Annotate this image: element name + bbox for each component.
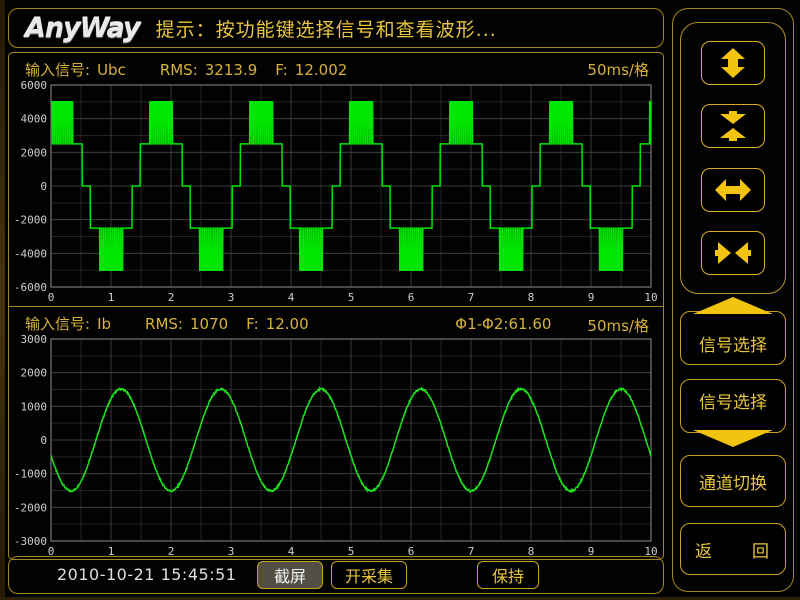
svg-text:0: 0 bbox=[40, 434, 47, 447]
signal-select-down-button[interactable]: 信号选择 bbox=[680, 379, 786, 447]
svg-text:2000: 2000 bbox=[21, 146, 48, 159]
svg-text:1: 1 bbox=[108, 545, 115, 558]
timebase-readout: 50ms/格 bbox=[587, 317, 649, 335]
panel-ubc-header: 输入信号: Ubc RMS: 3213.9 F: 12.002 50ms/格 bbox=[9, 53, 663, 80]
compress-horizontal-icon bbox=[715, 242, 751, 265]
svg-text:6000: 6000 bbox=[21, 80, 48, 92]
signal-select-up-button[interactable]: 信号选择 bbox=[680, 297, 786, 365]
sidebar: 信号选择 信号选择 通道切换 返 回 bbox=[672, 8, 794, 592]
svg-text:7: 7 bbox=[468, 545, 475, 558]
header-bar: AnyWay 提示：按功能键选择信号和查看波形... bbox=[8, 8, 664, 48]
svg-text:1000: 1000 bbox=[21, 400, 48, 413]
svg-text:10: 10 bbox=[644, 545, 657, 558]
vertical-compress-button[interactable] bbox=[701, 104, 765, 149]
svg-text:8: 8 bbox=[528, 291, 535, 304]
svg-text:-6000: -6000 bbox=[14, 281, 47, 294]
main-area: AnyWay 提示：按功能键选择信号和查看波形... 输入信号: Ubc RMS:… bbox=[8, 8, 666, 594]
svg-text:1: 1 bbox=[108, 291, 115, 304]
svg-text:4: 4 bbox=[288, 545, 295, 558]
svg-text:-1000: -1000 bbox=[14, 468, 47, 481]
waveform-trace-ib bbox=[50, 385, 652, 494]
timebase-readout: 50ms/格 bbox=[587, 61, 649, 79]
channel-switch-button[interactable]: 通道切换 bbox=[680, 455, 786, 507]
signal-name: 输入信号: Ib bbox=[25, 315, 112, 333]
waveform-trace-ubc bbox=[51, 101, 652, 271]
expand-vertical-icon bbox=[721, 47, 745, 78]
freq-readout: F: 12.002 bbox=[275, 61, 348, 79]
svg-text:0: 0 bbox=[40, 180, 47, 193]
zoom-button-group bbox=[680, 22, 786, 294]
triangle-up-icon bbox=[693, 297, 773, 314]
svg-text:-3000: -3000 bbox=[14, 535, 47, 548]
svg-text:8: 8 bbox=[528, 545, 535, 558]
start-acquire-button[interactable]: 开采集 bbox=[331, 561, 407, 589]
vertical-expand-button[interactable] bbox=[701, 40, 765, 85]
svg-text:2: 2 bbox=[168, 545, 175, 558]
svg-text:6: 6 bbox=[408, 545, 415, 558]
svg-text:2000: 2000 bbox=[21, 367, 48, 380]
hint-text: 提示：按功能键选择信号和查看波形... bbox=[155, 18, 497, 41]
svg-text:4: 4 bbox=[288, 291, 295, 304]
timestamp: 2010-10-21 15:45:51 bbox=[57, 565, 237, 584]
svg-text:-2000: -2000 bbox=[14, 214, 47, 227]
svg-text:10: 10 bbox=[644, 291, 657, 304]
svg-text:3: 3 bbox=[228, 291, 235, 304]
return-button[interactable]: 返 回 bbox=[680, 523, 786, 575]
horizontal-expand-button[interactable] bbox=[701, 167, 765, 212]
svg-text:9: 9 bbox=[588, 545, 595, 558]
rms-readout: RMS: 3213.9 bbox=[159, 61, 258, 79]
rms-readout: RMS: 1070 bbox=[145, 315, 229, 333]
anyway-logo: AnyWay bbox=[25, 12, 141, 44]
svg-text:4000: 4000 bbox=[21, 113, 48, 126]
svg-text:0: 0 bbox=[48, 545, 55, 558]
horizontal-compress-button[interactable] bbox=[701, 231, 765, 276]
svg-text:5: 5 bbox=[348, 291, 355, 304]
svg-text:3: 3 bbox=[228, 545, 235, 558]
svg-text:9: 9 bbox=[588, 291, 595, 304]
compress-vertical-icon bbox=[720, 111, 746, 142]
svg-text:6: 6 bbox=[408, 291, 415, 304]
panel-ib: 输入信号: Ib RMS: 1070 F: 12.00 Φ1-Φ2:61.60 50m… bbox=[9, 306, 663, 559]
phase-readout: Φ1-Φ2:61.60 bbox=[455, 315, 552, 333]
svg-text:7: 7 bbox=[468, 291, 475, 304]
hold-button[interactable]: 保持 bbox=[477, 561, 539, 589]
svg-text:0: 0 bbox=[48, 291, 55, 304]
panel-ib-header: 输入信号: Ib RMS: 1070 F: 12.00 Φ1-Φ2:61.60 50m… bbox=[9, 307, 663, 335]
waveform-chart-ubc: 0 1 2 3 4 5 6 7 8 9 10 6000 4000 2000 0 -2000 -4000 -6000 bbox=[14, 80, 658, 304]
signal-name: 输入信号: Ubc bbox=[25, 61, 126, 79]
screenshot-button[interactable]: 截屏 bbox=[257, 561, 323, 589]
svg-text:3000: 3000 bbox=[21, 334, 48, 346]
triangle-down-icon bbox=[693, 430, 773, 447]
panel-ubc: 输入信号: Ubc RMS: 3213.9 F: 12.002 50ms/格 0 1 2 3… bbox=[9, 53, 663, 306]
svg-text:2: 2 bbox=[168, 291, 175, 304]
svg-text:-4000: -4000 bbox=[14, 247, 47, 260]
bottom-status-bar: 2010-10-21 15:45:51 截屏 开采集 保持 bbox=[8, 556, 664, 594]
freq-readout: F: 12.00 bbox=[246, 315, 309, 333]
svg-text:-2000: -2000 bbox=[14, 501, 47, 514]
waveform-chart-ib: 0 1 2 3 4 5 6 7 8 9 10 3000 2000 1000 0 -1000 -2000 -3000 bbox=[14, 334, 658, 558]
svg-text:5: 5 bbox=[348, 545, 355, 558]
expand-horizontal-icon bbox=[715, 178, 751, 201]
